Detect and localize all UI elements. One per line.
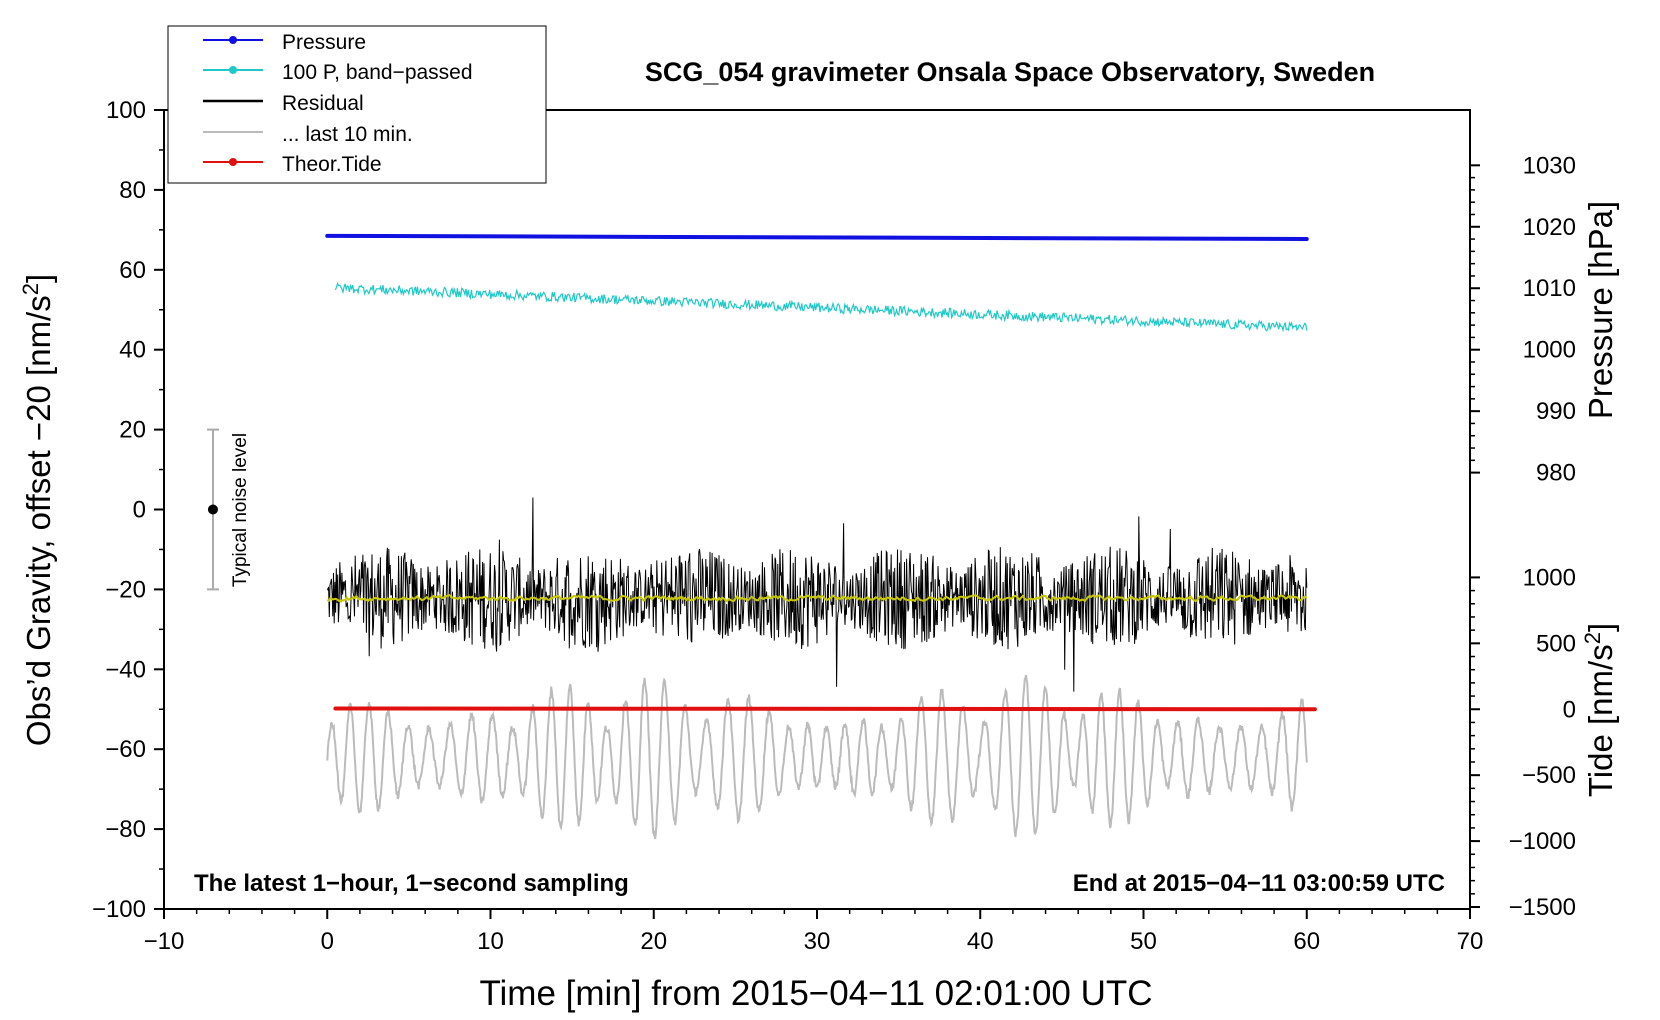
legend-marker-1 bbox=[229, 66, 237, 74]
y-tick-label: 60 bbox=[119, 257, 146, 284]
y-tick-label: −100 bbox=[92, 896, 146, 923]
y-tick-label: 20 bbox=[119, 417, 146, 444]
tide-tick-label: −1000 bbox=[1509, 828, 1576, 855]
y-tick-label: 100 bbox=[106, 97, 146, 124]
y-tick-label: 80 bbox=[119, 177, 146, 204]
y-axis-label-sup: 2 bbox=[18, 283, 43, 295]
tide-tick-label: −500 bbox=[1522, 762, 1576, 789]
pressure-tick-label: 1000 bbox=[1523, 337, 1576, 364]
x-tick-label: 70 bbox=[1457, 928, 1484, 955]
y-axis-label-end: ] bbox=[20, 274, 57, 283]
pressure-tick-label: 1010 bbox=[1523, 275, 1576, 302]
y-tick-label: 0 bbox=[133, 497, 146, 524]
y-tick-label: 40 bbox=[119, 337, 146, 364]
noise-level-indicator bbox=[206, 428, 219, 591]
band-passed-pressure-series-line bbox=[334, 281, 1308, 333]
legend-marker-4 bbox=[229, 158, 237, 166]
tide-axis-label-end: ] bbox=[1582, 623, 1619, 632]
smoothed-residual-series-line bbox=[326, 593, 1308, 603]
y-tick-label: −20 bbox=[105, 576, 146, 603]
legend-label-band-passed: 100 P, band−passed bbox=[282, 61, 473, 84]
chart-title: SCG_054 gravimeter Onsala Space Observat… bbox=[645, 57, 1375, 87]
x-tick-label: 10 bbox=[477, 928, 504, 955]
series-layer bbox=[325, 233, 1317, 840]
y-tick-label: −40 bbox=[105, 656, 146, 683]
tide-series-line bbox=[333, 706, 1317, 712]
y-tick-label: −60 bbox=[105, 736, 146, 763]
annotation-sampling: The latest 1−hour, 1−second sampling bbox=[194, 870, 629, 897]
pressure-tick-label: 990 bbox=[1536, 398, 1576, 425]
noise-level-label: Typical noise level bbox=[230, 433, 251, 587]
legend-box bbox=[167, 25, 547, 184]
pressure-tick-label: 1020 bbox=[1523, 214, 1576, 241]
tide-axis-label-main: Tide [nm/s bbox=[1582, 644, 1619, 797]
x-tick-label: 30 bbox=[804, 928, 831, 955]
legend-marks bbox=[203, 36, 263, 166]
last-10-min-series-line bbox=[326, 674, 1308, 840]
x-axis-label: Time [min] from 2015−04−11 02:01:00 UTC bbox=[479, 974, 1152, 1013]
legend-label-last-10-min: ... last 10 min. bbox=[282, 123, 413, 146]
legend-label-residual: Residual bbox=[282, 92, 364, 115]
x-tick-label: 20 bbox=[640, 928, 667, 955]
annotation-end-time: End at 2015−04−11 03:00:59 UTC bbox=[1073, 870, 1445, 897]
y-tick-label: −80 bbox=[105, 816, 146, 843]
y-axis-label: Obs’d Gravity, offset −20 [nm/s2] bbox=[18, 274, 58, 746]
axis-layer: −10 0 10 20 30 40 50 60 70100806040200−20−40−60−… bbox=[92, 97, 1576, 955]
pressure-series-line bbox=[325, 233, 1309, 242]
y-axis-label-main: Obs’d Gravity, offset −20 [nm/s bbox=[20, 295, 57, 746]
residual-series-line bbox=[326, 497, 1308, 692]
x-tick-label: 0 bbox=[321, 928, 334, 955]
x-tick-label: 40 bbox=[967, 928, 994, 955]
x-tick-label: −10 bbox=[144, 928, 185, 955]
x-tick-label: 50 bbox=[1130, 928, 1157, 955]
pressure-tick-label: 1030 bbox=[1523, 152, 1576, 179]
legend-label-pressure: Pressure bbox=[282, 31, 366, 54]
noise-bar-center-dot bbox=[207, 504, 218, 515]
tide-tick-label: −1500 bbox=[1509, 894, 1576, 921]
legend: Pressure 100 P, band−passed Residual ...… bbox=[167, 25, 547, 184]
pressure-axis-label: Pressure [hPa] bbox=[1582, 201, 1619, 419]
legend-marker-0 bbox=[229, 36, 237, 44]
legend-label-theor-tide: Theor.Tide bbox=[282, 153, 382, 176]
tide-tick-label: 0 bbox=[1563, 696, 1576, 723]
tide-tick-label: 1000 bbox=[1523, 564, 1576, 591]
tide-axis-label: Tide [nm/s2] bbox=[1580, 623, 1620, 797]
x-tick-label: 60 bbox=[1293, 928, 1320, 955]
tide-axis-label-sup: 2 bbox=[1580, 632, 1605, 644]
pressure-tick-label: 980 bbox=[1536, 460, 1576, 487]
tide-tick-label: 500 bbox=[1536, 630, 1576, 657]
